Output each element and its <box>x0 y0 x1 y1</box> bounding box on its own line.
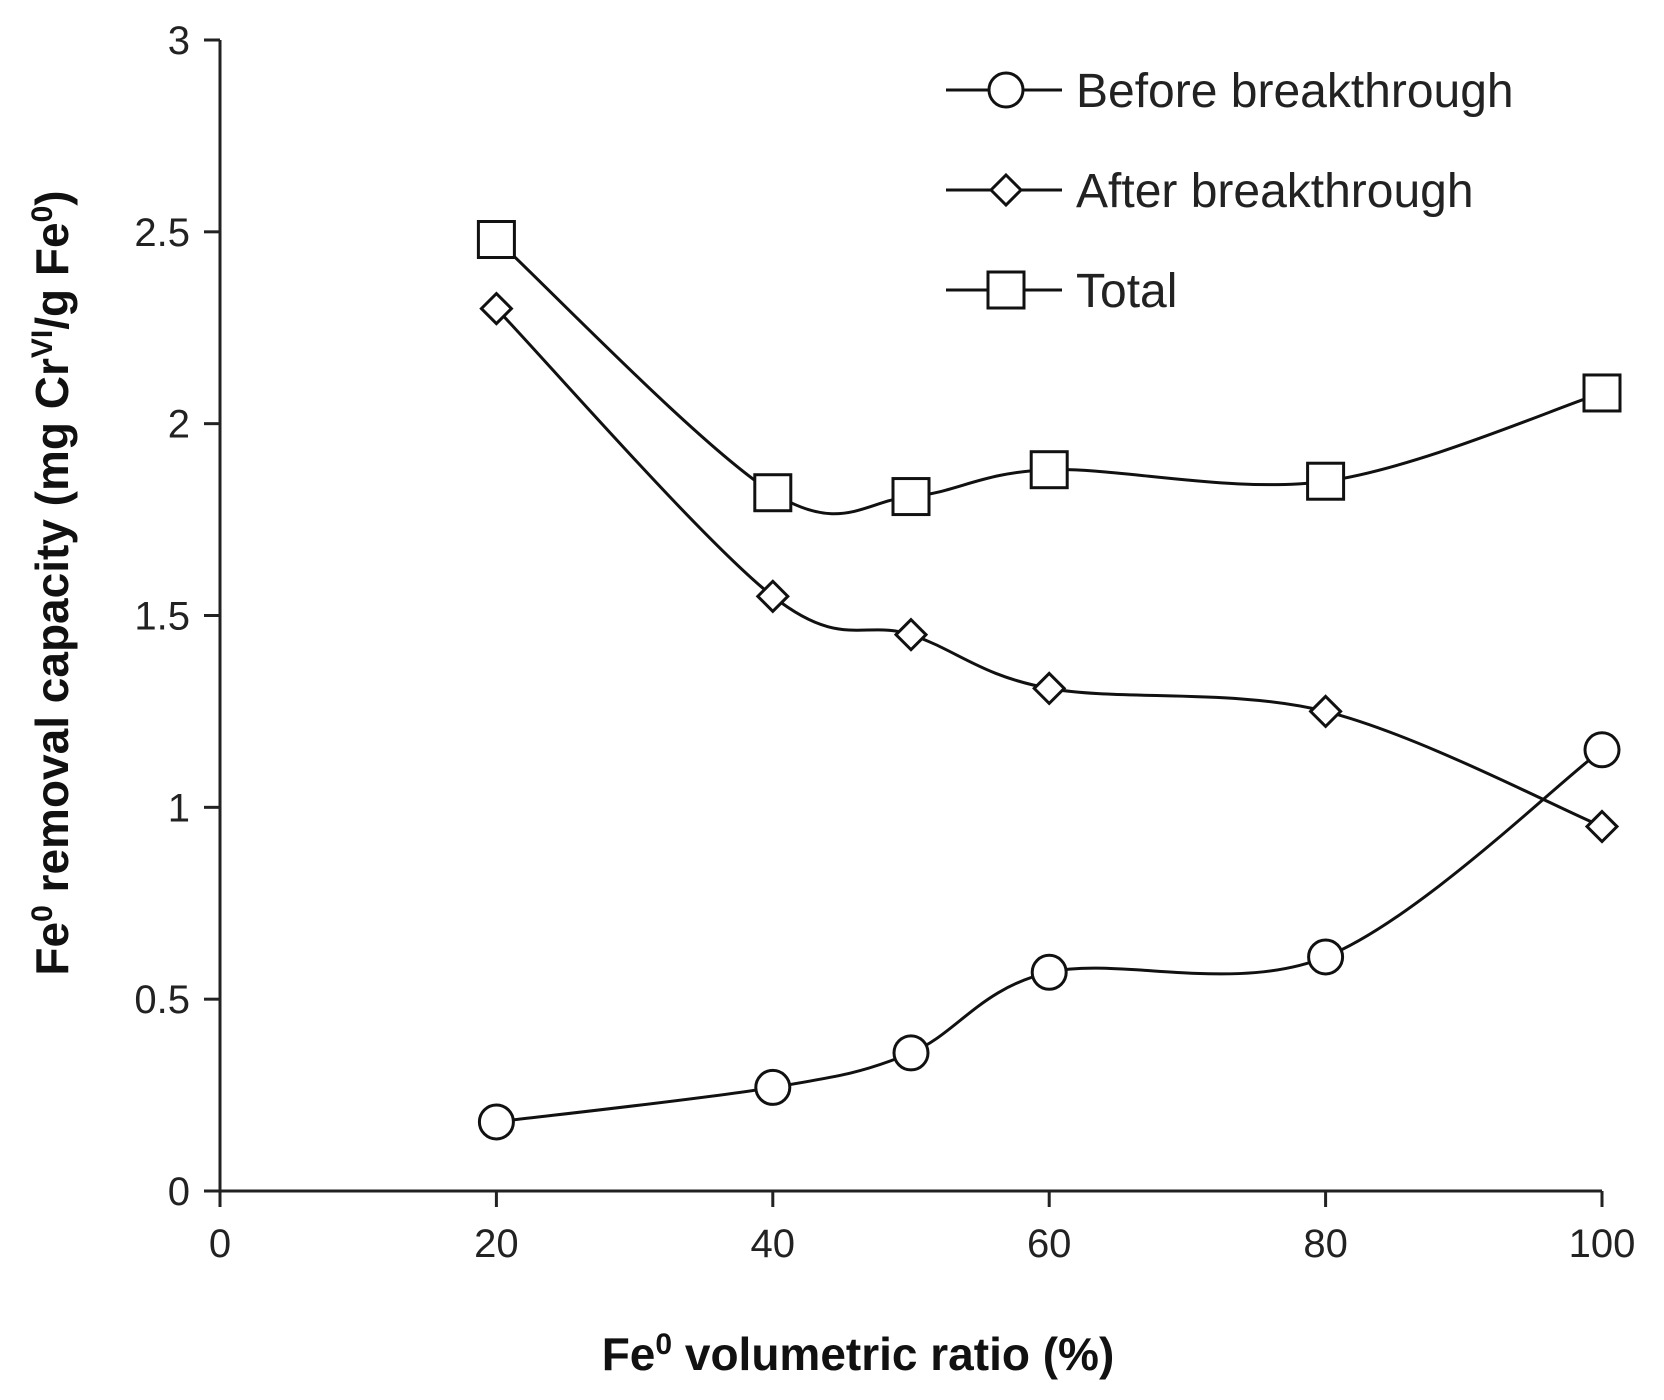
x-ticks: 0 20 40 60 80 100 <box>209 1191 1636 1266</box>
legend-item: Before breakthrough <box>946 65 1514 118</box>
series-layer <box>476 220 1622 1141</box>
series-line <box>495 238 1603 516</box>
series-before-breakthrough <box>477 731 1621 1141</box>
data-point-circle <box>754 1068 792 1106</box>
data-point-circle <box>477 1103 515 1141</box>
data-point-diamond <box>893 617 929 652</box>
legend-marker-diamond <box>988 172 1024 208</box>
series-total <box>476 220 1622 517</box>
data-point-diamond <box>1032 671 1067 706</box>
data-point-circle <box>1583 731 1621 769</box>
data-point-diamond <box>755 579 790 614</box>
data-point-circle <box>1030 953 1068 991</box>
series-line <box>495 307 1603 828</box>
data-point-square <box>1306 461 1346 501</box>
x-axis-title: Fe0 volumetric ratio (%) <box>602 1328 1115 1380</box>
data-point-circle <box>1307 938 1345 976</box>
x-tick-label: 80 <box>1303 1222 1348 1266</box>
data-point-square <box>753 473 793 513</box>
data-point-square <box>476 220 516 260</box>
y-tick-label: 0.5 <box>134 978 190 1022</box>
legend-marker-square <box>986 270 1026 310</box>
y-ticks: 0 0.5 1 1.5 2 2.5 3 <box>134 19 220 1214</box>
data-point-square <box>891 477 931 517</box>
y-tick-label: 2 <box>168 403 190 447</box>
x-tick-label: 60 <box>1027 1222 1072 1266</box>
y-tick-label: 3 <box>168 19 190 63</box>
legend: Before breakthrough After breakthrough Tot… <box>946 65 1514 318</box>
y-axis-title: Fe0 removal capacity (mg CrVI/g Fe0) <box>26 190 78 975</box>
data-point-diamond <box>1308 694 1343 729</box>
data-point-square <box>1029 450 1069 490</box>
data-point-diamond <box>479 291 514 326</box>
legend-marker-circle <box>987 71 1025 109</box>
legend-label: After breakthrough <box>1076 165 1474 218</box>
y-tick-label: 1.5 <box>134 595 190 639</box>
y-tick-label: 2.5 <box>134 211 190 255</box>
data-point-diamond <box>1584 809 1620 844</box>
data-point-circle <box>892 1034 930 1072</box>
y-tick-label: 0 <box>168 1170 190 1214</box>
legend-label: Before breakthrough <box>1076 65 1514 118</box>
y-tick-label: 1 <box>168 786 190 830</box>
series-line <box>496 748 1603 1124</box>
series-after-breakthrough <box>479 291 1620 844</box>
x-tick-label: 0 <box>209 1222 231 1266</box>
legend-item: After breakthrough <box>946 165 1474 218</box>
x-tick-label: 20 <box>474 1222 519 1266</box>
x-tick-label: 100 <box>1569 1222 1636 1266</box>
data-point-square <box>1582 373 1622 413</box>
legend-label: Total <box>1076 265 1177 318</box>
legend-item: Total <box>946 265 1177 318</box>
x-tick-label: 40 <box>751 1222 796 1266</box>
